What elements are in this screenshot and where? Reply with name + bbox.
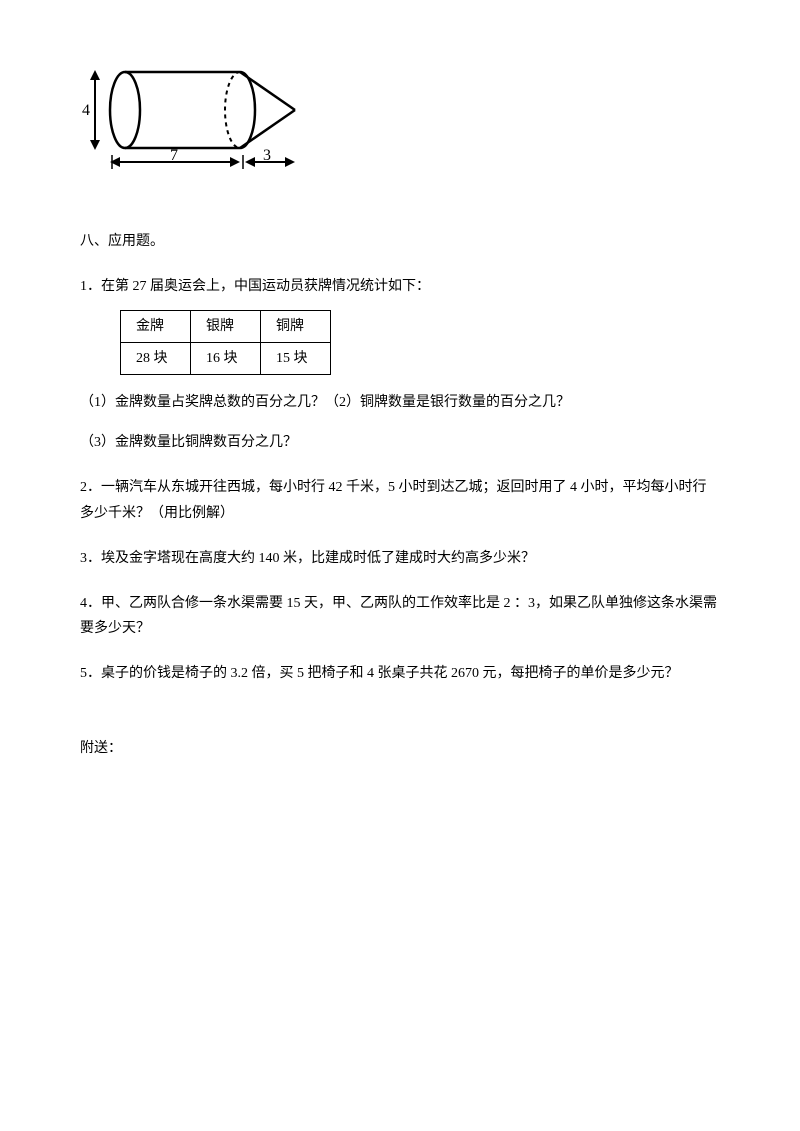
table-cell: 银牌	[191, 310, 261, 342]
cone-label: 3	[263, 147, 271, 164]
height-label: 4	[82, 102, 90, 119]
table-cell: 金牌	[121, 310, 191, 342]
question-1: 1．在第 27 届奥运会上，中国运动员获牌情况统计如下： 金牌 银牌 铜牌 28…	[80, 274, 720, 455]
width-label: 7	[170, 147, 178, 164]
table-cell: 28 块	[121, 342, 191, 374]
section-title: 八、应用题。	[80, 229, 720, 254]
table-cell: 15 块	[261, 342, 331, 374]
q1-intro: 1．在第 27 届奥运会上，中国运动员获牌情况统计如下：	[80, 274, 720, 299]
table-row: 金牌 银牌 铜牌	[121, 310, 331, 342]
table-row: 28 块 16 块 15 块	[121, 342, 331, 374]
table-cell: 铜牌	[261, 310, 331, 342]
medal-table: 金牌 银牌 铜牌 28 块 16 块 15 块	[120, 310, 331, 375]
appendix-label: 附送：	[80, 736, 720, 761]
table-cell: 16 块	[191, 342, 261, 374]
cylinder-cone-diagram: 4 7 3	[80, 50, 720, 189]
question-5: 5．桌子的价钱是椅子的 3.2 倍，买 5 把椅子和 4 张桌子共花 2670 …	[80, 661, 720, 686]
question-4: 4．甲、乙两队合修一条水渠需要 15 天，甲、乙两队的工作效率比是 2 ：3，如…	[80, 591, 720, 641]
q1-sub3: （3）金牌数量比铜牌数百分之几？	[80, 430, 720, 455]
question-2: 2．一辆汽车从东城开往西城，每小时行 42 千米，5 小时到达乙城；返回时用了 …	[80, 475, 720, 525]
q1-sub1: （1）金牌数量占奖牌总数的百分之几？（2）铜牌数量是银行数量的百分之几？	[80, 390, 720, 415]
question-3: 3．埃及金字塔现在高度大约 140 米，比建成时低了建成时大约高多少米？	[80, 546, 720, 571]
